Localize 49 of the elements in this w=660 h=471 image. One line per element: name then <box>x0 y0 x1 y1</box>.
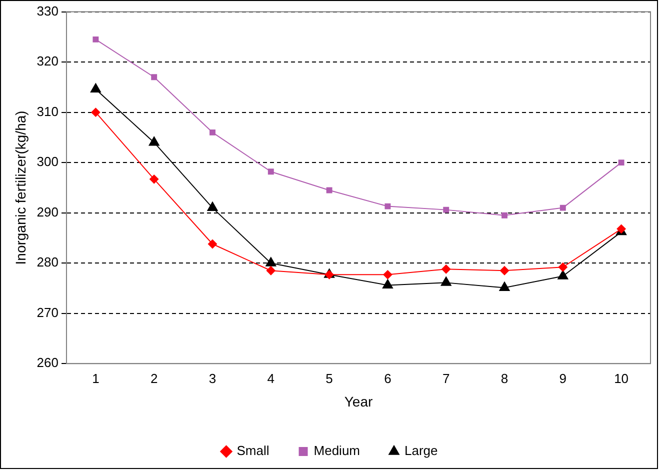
point <box>151 74 158 80</box>
y-tick-label: 290 <box>36 204 58 220</box>
point <box>148 136 160 146</box>
point <box>91 108 100 117</box>
point <box>150 174 159 184</box>
x-tick-label: 3 <box>208 370 216 386</box>
x-tick-label: 7 <box>442 370 450 386</box>
point <box>502 212 508 218</box>
x-tick-label: 10 <box>614 370 629 386</box>
point <box>558 262 568 272</box>
point <box>266 257 276 266</box>
x-tick-label: 2 <box>150 370 158 386</box>
y-tick-label: 300 <box>36 154 58 170</box>
point <box>442 264 451 274</box>
x-tick-label: 8 <box>500 370 508 386</box>
point <box>383 270 392 280</box>
point <box>560 204 566 211</box>
point <box>443 206 450 213</box>
x-axis-title: Year <box>344 393 373 410</box>
point <box>268 168 274 175</box>
point <box>326 187 332 194</box>
point <box>266 266 276 276</box>
point <box>382 279 393 288</box>
y-tick-label: 260 <box>36 355 58 370</box>
legend-label: Large <box>404 443 438 458</box>
y-tick-label: 310 <box>36 104 58 119</box>
x-tick-label: 4 <box>267 370 275 386</box>
point <box>500 266 509 276</box>
y-tick-label: 330 <box>36 3 58 18</box>
y-tick-label: 320 <box>36 54 58 69</box>
x-tick-label: 1 <box>92 370 100 386</box>
x-tick-label: 9 <box>559 370 567 386</box>
legend-label: Medium <box>314 443 360 458</box>
point <box>499 282 510 291</box>
point <box>384 203 391 210</box>
x-tick-label: 6 <box>384 370 392 386</box>
legend-label: Small <box>236 443 270 458</box>
y-axis-title: Inorganic fertilizer(kg/ha) <box>12 110 28 265</box>
point <box>618 160 624 166</box>
y-tick-label: 280 <box>36 254 58 270</box>
point <box>92 36 99 42</box>
x-tick-label: 5 <box>326 370 333 386</box>
point <box>208 239 217 248</box>
point <box>207 202 218 212</box>
point <box>90 83 101 92</box>
point <box>210 129 216 136</box>
y-tick-label: 270 <box>36 304 58 320</box>
point <box>558 270 568 280</box>
point <box>440 276 452 286</box>
